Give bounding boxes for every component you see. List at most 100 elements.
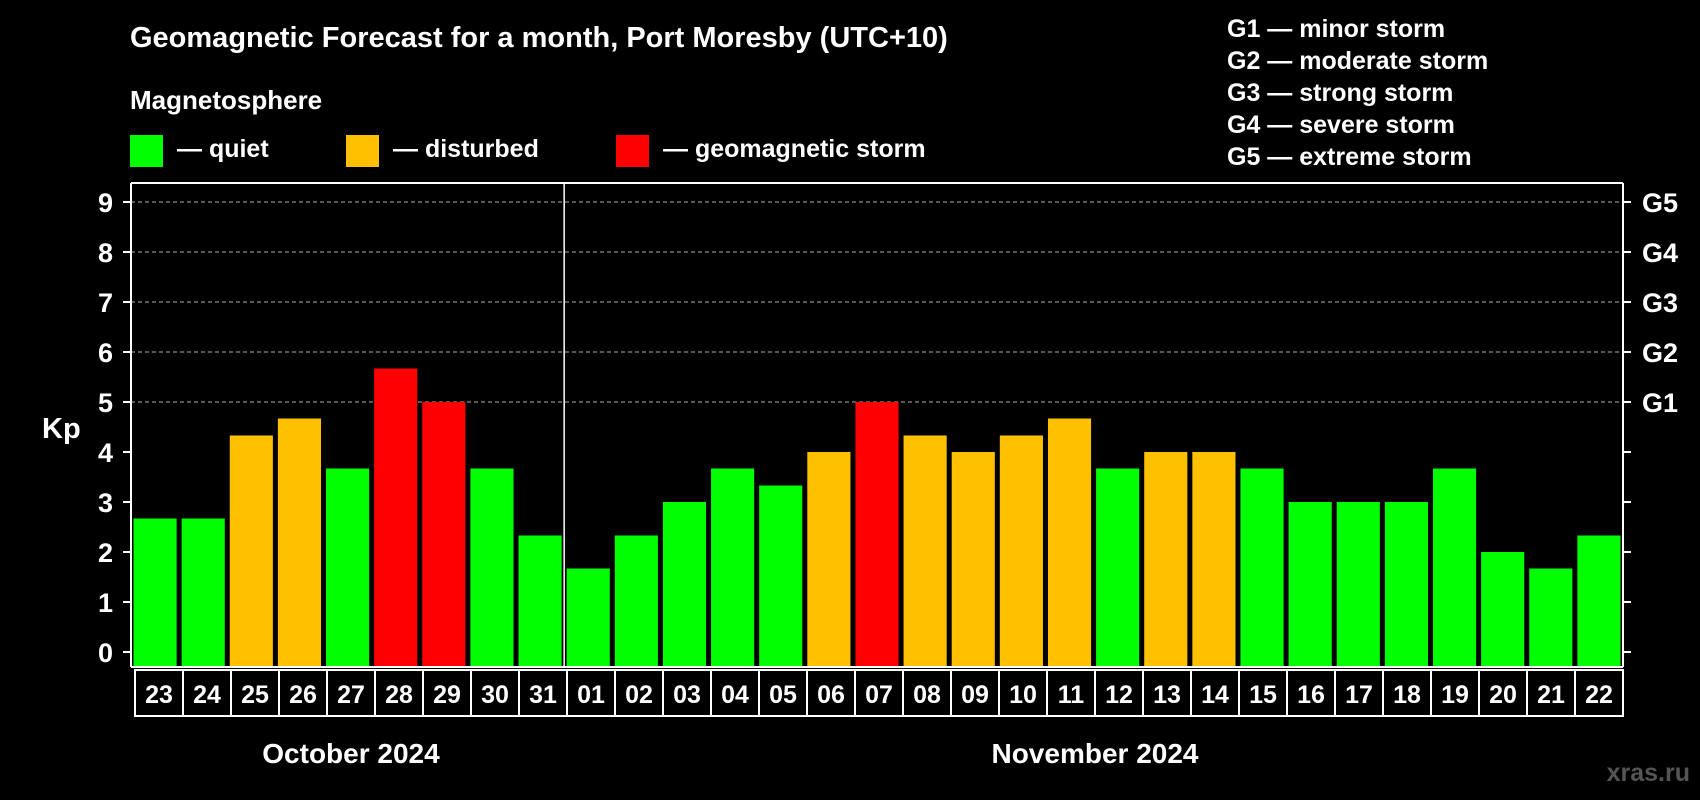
x-tick-label-24: 24: [193, 681, 221, 709]
bar-27: [326, 468, 370, 667]
x-tick-label-12: 12: [1105, 681, 1133, 709]
bar-09: [951, 452, 995, 667]
x-tick-label-10: 10: [1009, 681, 1037, 709]
bar-16: [1288, 502, 1332, 667]
bar-19: [1432, 468, 1477, 667]
x-tick-label-13: 13: [1153, 681, 1181, 709]
x-tick-label-27: 27: [337, 681, 365, 709]
bar-18: [1384, 502, 1428, 667]
x-tick-label-23: 23: [145, 681, 173, 709]
y-tick-label-3: 3: [98, 488, 113, 518]
x-tick-label-02: 02: [625, 681, 653, 709]
x-tick-label-03: 03: [673, 681, 701, 709]
bar-28: [374, 368, 418, 667]
x-tick-label-11: 11: [1058, 681, 1085, 709]
x-tick-label-04: 04: [721, 681, 749, 709]
bar-06: [807, 452, 851, 667]
x-tick-label-16: 16: [1297, 681, 1325, 709]
bar-13: [1144, 452, 1188, 667]
y-axis-label: Kp: [42, 413, 81, 445]
storm-level-g3: G3 — strong storm: [1227, 79, 1453, 107]
bar-24: [181, 518, 225, 667]
bar-31: [518, 535, 562, 667]
bar-20: [1481, 552, 1525, 667]
bar-26: [277, 418, 322, 667]
bar-08: [903, 435, 947, 667]
x-tick-label-31: 31: [529, 681, 557, 709]
bar-25: [229, 435, 273, 667]
bar-15: [1240, 468, 1284, 667]
storm-tick-label-g1: G1: [1642, 388, 1678, 418]
bar-22: [1577, 535, 1621, 667]
month-label-november: November 2024: [991, 738, 1198, 769]
grid-lines: [131, 201, 1623, 403]
bar-05: [759, 485, 803, 667]
storm-level-legend: G1 — minor storm G2 — moderate storm G3 …: [1227, 15, 1488, 171]
legend-swatch-storm: [616, 135, 649, 167]
bar-07: [855, 402, 899, 667]
x-tick-label-05: 05: [769, 681, 797, 709]
storm-level-g5: G5 — extreme storm: [1227, 143, 1472, 171]
storm-level-g4: G4 — severe storm: [1227, 111, 1455, 139]
legend: — quiet — disturbed — geomagnetic storm: [130, 135, 926, 167]
y-tick-label-7: 7: [98, 288, 113, 318]
x-tick-label-20: 20: [1489, 681, 1517, 709]
legend-label-quiet: — quiet: [177, 135, 269, 163]
y-tick-label-6: 6: [98, 338, 113, 368]
bars: [133, 368, 1621, 667]
storm-tick-label-g4: G4: [1642, 238, 1678, 268]
axes: [130, 182, 1624, 668]
bar-02: [614, 535, 658, 667]
chart-subtitle: Magnetosphere: [130, 85, 322, 115]
x-tick-label-17: 17: [1345, 681, 1373, 709]
x-tick-label-14: 14: [1201, 681, 1229, 709]
y-tick-label-1: 1: [98, 588, 113, 618]
bar-01: [566, 568, 610, 667]
day-label-box: [134, 669, 1624, 717]
legend-label-storm: — geomagnetic storm: [663, 135, 926, 163]
y-tick-label-5: 5: [98, 388, 113, 418]
storm-level-g2: G2 — moderate storm: [1227, 47, 1488, 75]
x-tick-label-21: 21: [1537, 681, 1565, 709]
y-tick-label-2: 2: [98, 538, 113, 568]
x-tick-label-25: 25: [241, 681, 269, 709]
storm-tick-label-g2: G2: [1642, 338, 1678, 368]
x-tick-label-29: 29: [433, 681, 461, 709]
x-tick-label-28: 28: [385, 681, 413, 709]
bar-23: [133, 518, 177, 667]
bar-12: [1096, 468, 1140, 667]
y-ticks: 0 1 2 3 4 5 6 7 8 9: [98, 188, 131, 668]
storm-ticks: G1 G2 G3 G4 G5: [1623, 188, 1678, 653]
x-tick-label-30: 30: [481, 681, 509, 709]
x-tick-label-06: 06: [817, 681, 845, 709]
x-tick-label-08: 08: [913, 681, 941, 709]
bar-29: [422, 402, 466, 667]
legend-swatch-quiet: [130, 135, 163, 167]
storm-level-g1: G1 — minor storm: [1227, 15, 1445, 43]
chart-title: Geomagnetic Forecast for a month, Port M…: [130, 22, 948, 54]
y-tick-label-0: 0: [98, 638, 113, 668]
bar-30: [470, 468, 514, 667]
watermark: xras.ru: [1607, 759, 1690, 787]
x-ticks: 23 24 25 26 27 28 29 30 31 01 02 03 04 05 06 07 08 09 10 11…: [134, 669, 1624, 717]
storm-tick-label-g3: G3: [1642, 288, 1678, 318]
bar-11: [1047, 418, 1092, 667]
x-tick-label-18: 18: [1393, 681, 1421, 709]
x-tick-label-07: 07: [865, 681, 893, 709]
x-tick-label-26: 26: [289, 681, 317, 709]
x-tick-label-01: 01: [577, 681, 605, 709]
legend-label-disturbed: — disturbed: [393, 135, 539, 163]
bar-10: [999, 435, 1043, 667]
bar-04: [711, 468, 755, 667]
y-tick-label-8: 8: [98, 238, 113, 268]
x-tick-label-22: 22: [1585, 681, 1613, 709]
legend-swatch-disturbed: [346, 135, 379, 167]
x-tick-label-15: 15: [1249, 681, 1277, 709]
bar-17: [1336, 502, 1380, 667]
storm-tick-label-g5: G5: [1642, 188, 1678, 218]
bar-03: [662, 502, 707, 667]
x-tick-label-09: 09: [961, 681, 989, 709]
bar-14: [1192, 452, 1236, 667]
bar-21: [1529, 568, 1573, 667]
